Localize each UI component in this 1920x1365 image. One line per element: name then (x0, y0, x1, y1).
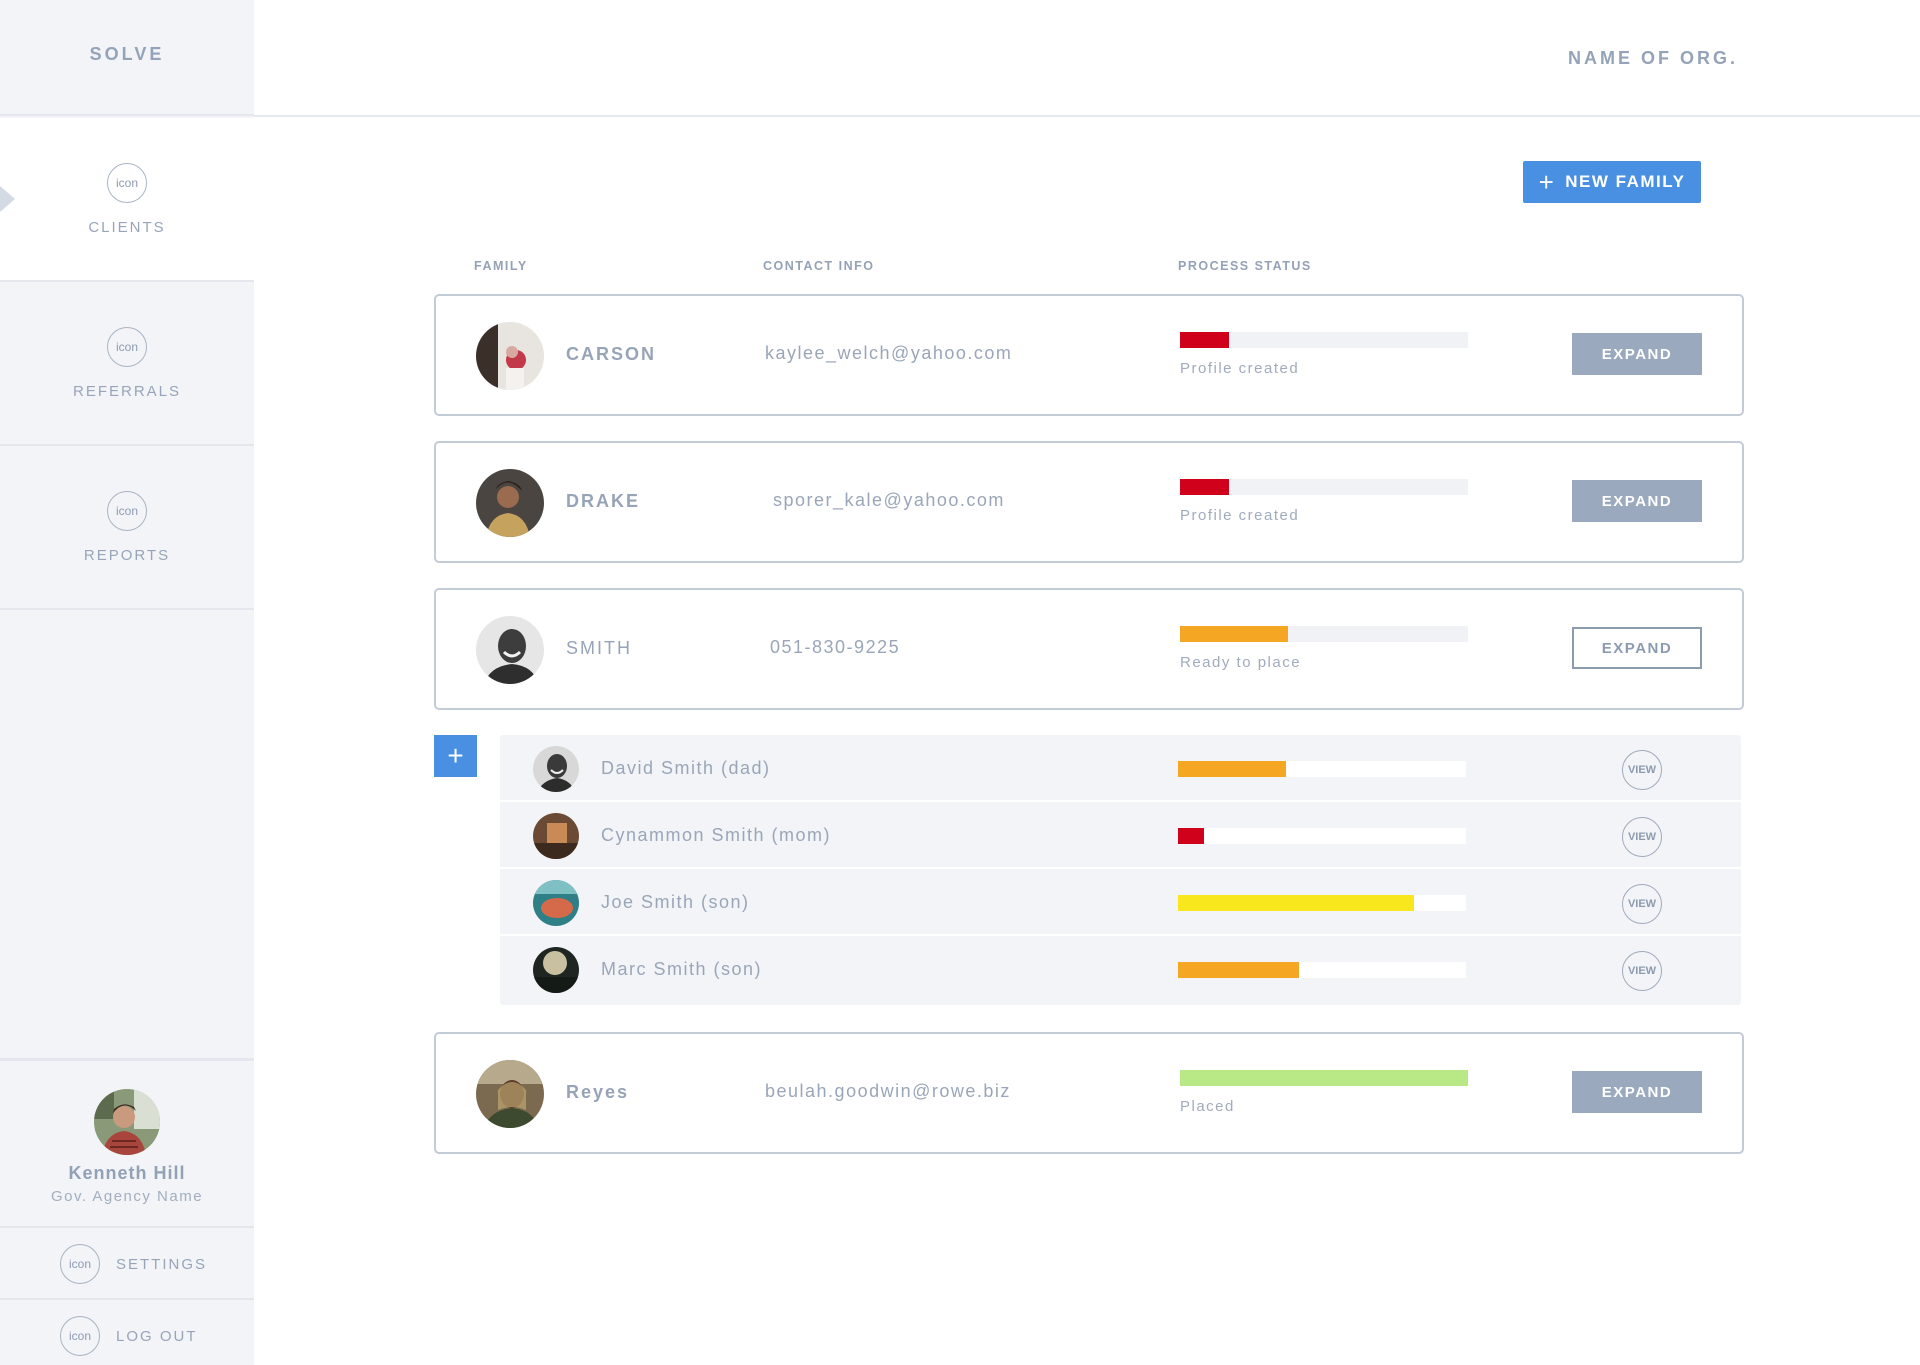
logout-link[interactable]: icon LOG OUT (0, 1300, 254, 1365)
member-avatar (533, 880, 579, 926)
logout-icon: icon (60, 1316, 100, 1356)
progress-fill (1178, 761, 1286, 777)
process-status: Ready to place (1180, 654, 1302, 671)
family-contact: 051-830-9225 (770, 637, 901, 657)
nav-item-label: REFERRALS (72, 382, 182, 400)
user-name: Kenneth Hill (68, 1163, 186, 1183)
view-button[interactable]: VIEW (1622, 951, 1662, 991)
member-avatar (533, 746, 579, 792)
user-profile: Kenneth Hill Gov. Agency Name (0, 1058, 254, 1228)
progress-track (1180, 626, 1468, 642)
member-row[interactable]: Cynammon Smith (mom) VIEW (500, 802, 1741, 869)
family-members-panel: David Smith (dad) VIEW Cynammon Smith (m… (500, 735, 1741, 1005)
new-family-button[interactable]: + NEW FAMILY (1523, 161, 1701, 203)
nav-item-clients[interactable]: icon CLIENTS (0, 118, 254, 282)
member-name: Marc Smith (son) (601, 959, 763, 979)
progress-track (1178, 962, 1466, 978)
plus-icon: + (1538, 167, 1556, 197)
family-row[interactable]: CARSON kaylee_welch@yahoo.com Profile cr… (434, 294, 1744, 416)
family-name: SMITH (566, 638, 632, 658)
view-button[interactable]: VIEW (1622, 817, 1662, 857)
progress-fill (1180, 332, 1229, 348)
divider (0, 1298, 254, 1300)
settings-icon: icon (60, 1244, 100, 1284)
family-row[interactable]: DRAKE sporer_kale@yahoo.com Profile crea… (434, 441, 1744, 563)
progress-track (1180, 1070, 1468, 1086)
progress-fill (1180, 626, 1288, 642)
user-agency: Gov. Agency Name (50, 1188, 204, 1205)
settings-link[interactable]: icon SETTINGS (0, 1228, 254, 1300)
member-name: David Smith (dad) (601, 758, 771, 778)
family-name: Reyes (566, 1082, 630, 1102)
new-family-label: NEW FAMILY (1565, 172, 1686, 191)
progress-track (1180, 479, 1468, 495)
settings-label: SETTINGS (116, 1255, 208, 1273)
family-contact: sporer_kale@yahoo.com (773, 490, 1005, 510)
member-row[interactable]: David Smith (dad) VIEW (500, 735, 1741, 802)
progress-track (1180, 332, 1468, 348)
member-row[interactable]: Marc Smith (son) VIEW (500, 936, 1741, 1003)
column-header-contact: CONTACT INFO (763, 259, 875, 273)
progress-fill (1180, 1070, 1468, 1086)
user-avatar[interactable] (94, 1089, 160, 1155)
expand-button[interactable]: EXPAND (1572, 1071, 1702, 1113)
member-name: Joe Smith (son) (601, 892, 750, 912)
progress-track (1178, 761, 1466, 777)
process-status: Placed (1180, 1098, 1235, 1115)
logout-label: LOG OUT (116, 1327, 198, 1345)
progress-fill (1178, 895, 1415, 911)
view-button[interactable]: VIEW (1622, 750, 1662, 790)
active-nav-indicator (0, 186, 15, 212)
family-name: DRAKE (566, 491, 641, 511)
process-status: Profile created (1180, 507, 1300, 524)
nav-item-label: REPORTS (83, 546, 171, 564)
member-name: Cynammon Smith (mom) (601, 825, 832, 845)
nav-item-reports[interactable]: icon REPORTS (0, 446, 254, 610)
progress-track (1178, 895, 1466, 911)
expand-button[interactable]: EXPAND (1572, 333, 1702, 375)
plus-icon: + (447, 740, 464, 771)
family-contact: beulah.goodwin@rowe.biz (765, 1081, 1011, 1101)
column-header-family: FAMILY (474, 259, 528, 273)
view-button[interactable]: VIEW (1622, 884, 1662, 924)
family-row[interactable]: SMITH 051-830-9225 Ready to place EXPAND (434, 588, 1744, 710)
progress-track (1178, 828, 1466, 844)
family-row[interactable]: Reyes beulah.goodwin@rowe.biz Placed EXP… (434, 1032, 1744, 1154)
progress-fill (1178, 828, 1204, 844)
brand-logo[interactable]: SOLVE (0, 0, 254, 116)
family-contact: kaylee_welch@yahoo.com (765, 343, 1013, 363)
column-header-status: PROCESS STATUS (1178, 259, 1312, 273)
member-avatar (533, 947, 579, 993)
family-avatar (476, 1060, 544, 1128)
add-member-button[interactable]: + (434, 735, 477, 777)
process-status: Profile created (1180, 360, 1300, 377)
nav-item-label: CLIENTS (88, 218, 166, 236)
family-avatar (476, 322, 544, 390)
progress-fill (1180, 479, 1229, 495)
expand-button[interactable]: EXPAND (1572, 480, 1702, 522)
family-avatar (476, 616, 544, 684)
family-avatar (476, 469, 544, 537)
referrals-icon: icon (107, 326, 147, 367)
family-name: CARSON (566, 344, 657, 364)
org-name: NAME OF ORG. (1568, 48, 1738, 68)
top-header: NAME OF ORG. (254, 0, 1920, 117)
expand-button[interactable]: EXPAND (1572, 627, 1702, 669)
nav-item-referrals[interactable]: icon REFERRALS (0, 282, 254, 446)
member-row[interactable]: Joe Smith (son) VIEW (500, 869, 1741, 936)
progress-fill (1178, 962, 1299, 978)
member-avatar (533, 813, 579, 859)
reports-icon: icon (107, 490, 147, 531)
sidebar: SOLVE icon CLIENTS icon REFERRALS icon R… (0, 0, 254, 1365)
clients-icon: icon (107, 162, 147, 203)
